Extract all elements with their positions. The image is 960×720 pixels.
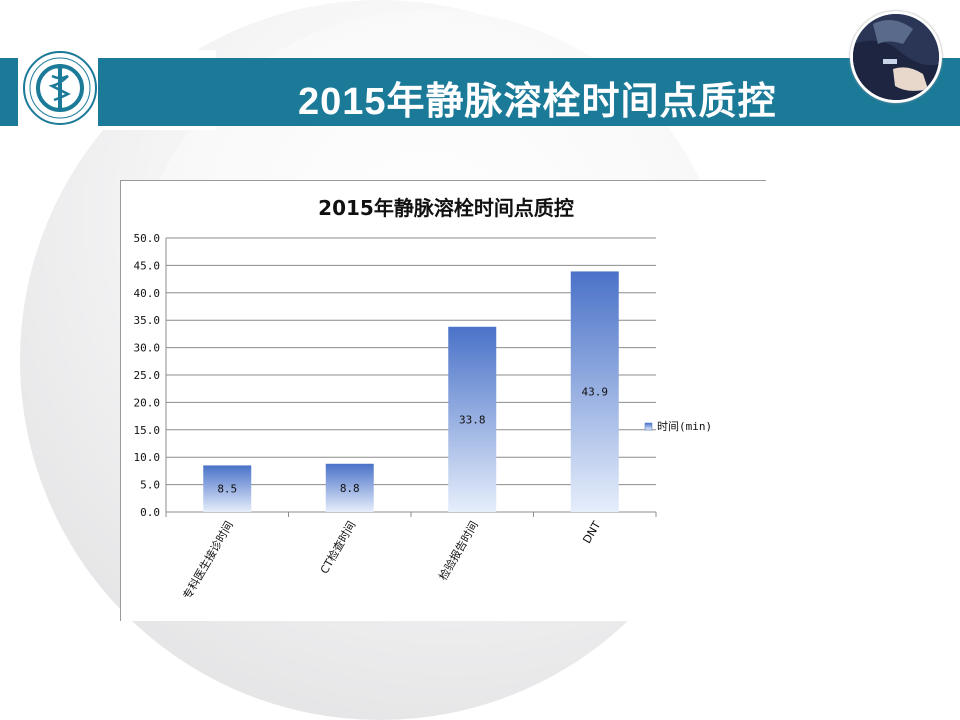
y-tick-label: 0.0 — [140, 506, 160, 519]
y-tick-label: 25.0 — [134, 369, 161, 382]
legend-label: 时间(min) — [657, 420, 712, 433]
chart-panel: 2015年静脉溶栓时间点质控 8.5 专科医生接诊时间 8.8 CT检查时间 33.8 检… — [120, 180, 766, 621]
header-bar-segment — [98, 58, 216, 126]
data-label: 43.9 — [582, 386, 609, 399]
y-tick-label: 15.0 — [134, 424, 161, 437]
data-label: 33.8 — [459, 413, 486, 426]
y-tick-label: 45.0 — [134, 259, 161, 272]
x-tick-label: 检验报告时间 — [436, 519, 481, 583]
x-tick-label: 专科医生接诊时间 — [180, 519, 236, 602]
y-tick-label: 40.0 — [134, 287, 161, 300]
chart-legend: 时间(min) — [644, 420, 712, 433]
hospital-logo — [22, 50, 98, 126]
bar — [448, 326, 497, 512]
legend-swatch — [644, 422, 653, 431]
x-tick-label: CT检查时间 — [317, 519, 358, 577]
bar — [325, 463, 374, 512]
page-title: 2015年静脉溶栓时间点质控 — [298, 81, 777, 123]
bar-chart: 2015年静脉溶栓时间点质控 8.5 专科医生接诊时间 8.8 CT检查时间 33.8 检… — [134, 196, 713, 602]
bar — [203, 465, 252, 512]
data-label: 8.8 — [340, 482, 360, 495]
bar — [570, 271, 619, 512]
chart-title: 2015年静脉溶栓时间点质控 — [318, 196, 574, 220]
y-tick-label: 5.0 — [140, 479, 160, 492]
y-tick-label: 10.0 — [134, 451, 161, 464]
y-tick-label: 20.0 — [134, 396, 161, 409]
data-label: 8.5 — [217, 483, 237, 496]
header-photo — [850, 11, 942, 103]
y-tick-label: 35.0 — [134, 314, 161, 327]
header-left-block — [0, 58, 18, 126]
y-tick-label: 50.0 — [134, 232, 161, 245]
x-tick-label: DNT — [580, 519, 603, 546]
y-tick-label: 30.0 — [134, 342, 161, 355]
